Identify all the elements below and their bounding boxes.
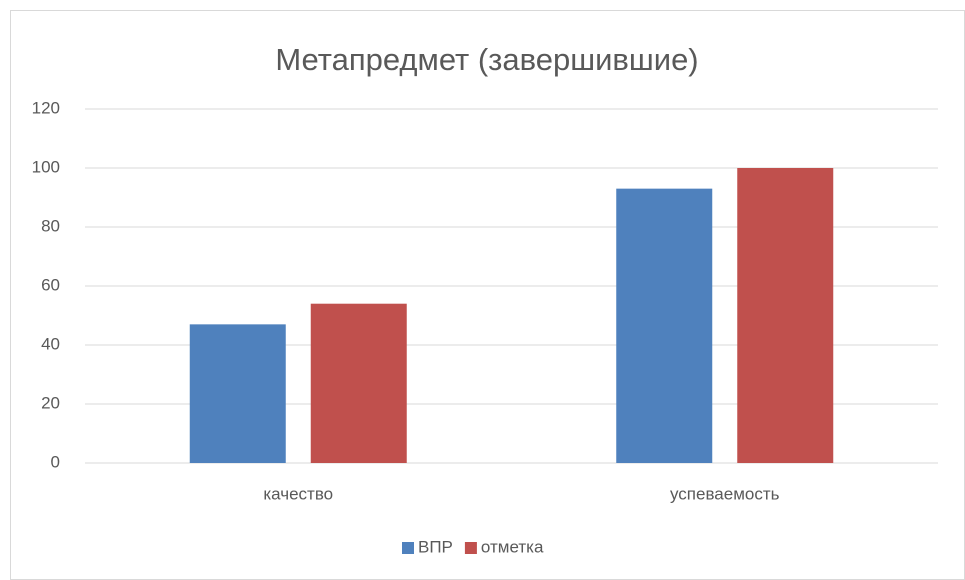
y-tick-label: 40 <box>41 334 60 353</box>
bar <box>310 303 407 463</box>
bar <box>616 188 713 463</box>
y-tick-label: 100 <box>32 157 60 176</box>
y-tick-label: 20 <box>41 393 60 412</box>
bar <box>737 168 834 463</box>
y-tick-label: 80 <box>41 216 60 235</box>
x-tick-label: успеваемость <box>670 484 780 503</box>
y-tick-label: 120 <box>32 98 60 117</box>
x-tick-label: качество <box>263 484 333 503</box>
bar <box>189 324 286 463</box>
y-tick-label: 0 <box>51 452 60 471</box>
legend-label: ВПР <box>418 537 453 556</box>
chart-title: Метапредмет (завершившие) <box>275 42 698 77</box>
legend-swatch <box>402 542 414 554</box>
y-tick-label: 60 <box>41 275 60 294</box>
legend-swatch <box>464 542 477 554</box>
legend-label: отметка <box>481 537 544 556</box>
